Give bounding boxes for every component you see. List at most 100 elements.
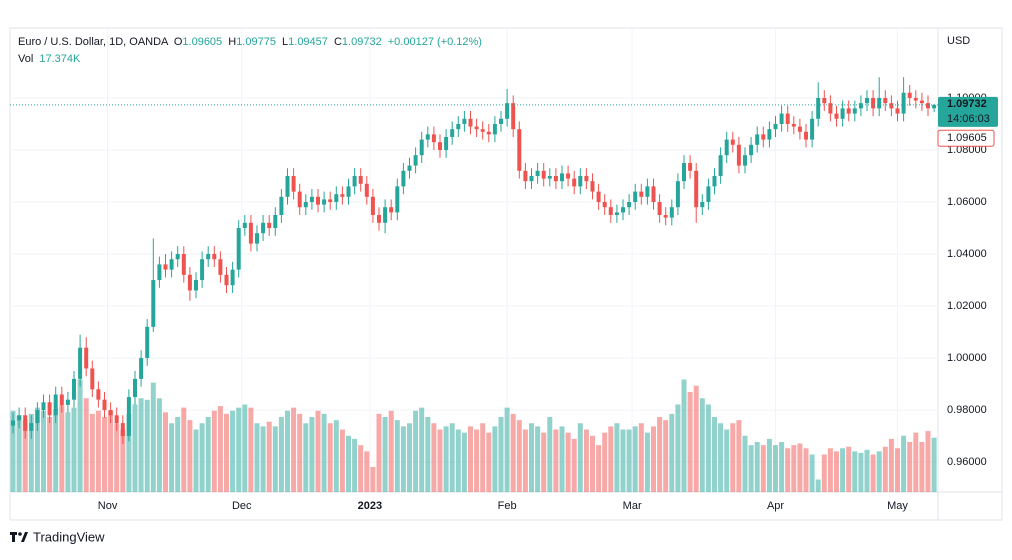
- volume-bar: [47, 417, 53, 492]
- volume-bar: [681, 379, 687, 492]
- candle-body: [797, 126, 802, 132]
- candle-body: [358, 175, 363, 184]
- candle-body: [47, 402, 52, 416]
- candle-body: [444, 136, 449, 150]
- candle-body: [608, 207, 613, 216]
- candle-body: [139, 358, 144, 379]
- volume-bar: [34, 407, 40, 492]
- volume-bar: [309, 417, 315, 492]
- candle-body: [804, 131, 808, 140]
- candle-body: [682, 162, 686, 182]
- legend-line: Euro / U.S. Dollar, 1D, OANDA O1.09605 H…: [18, 36, 482, 48]
- volume-bar: [217, 406, 223, 492]
- volume-bar: [455, 429, 461, 492]
- candle-body: [383, 207, 388, 223]
- volume-bar: [211, 410, 217, 492]
- volume-bar: [138, 398, 144, 492]
- volume-bar: [242, 404, 248, 492]
- candle-body: [181, 254, 186, 275]
- volume-bar: [638, 423, 644, 492]
- volume-bar: [468, 426, 473, 492]
- volume-bar: [632, 426, 638, 492]
- volume-bar: [83, 398, 89, 492]
- candle-body: [596, 191, 601, 202]
- volume-bar: [888, 438, 894, 492]
- volume-bar: [626, 429, 632, 492]
- x-tick-label: May: [887, 500, 908, 512]
- candle-body: [688, 162, 693, 171]
- volume-bar: [327, 423, 333, 492]
- candle-body: [834, 113, 839, 119]
- candle-body: [499, 118, 503, 124]
- ohlc-label: L: [282, 36, 288, 48]
- candle-body: [651, 186, 656, 202]
- candle-body: [261, 222, 266, 234]
- candle-body: [102, 399, 107, 411]
- candle-body: [578, 175, 583, 187]
- candle-body: [736, 144, 741, 166]
- volume-bar: [449, 423, 455, 492]
- volume-bar: [95, 410, 101, 492]
- candle-body: [462, 118, 467, 124]
- candle-body: [773, 123, 778, 130]
- candle-body: [724, 139, 729, 156]
- candle-body: [108, 410, 113, 416]
- volume-bar: [718, 423, 724, 492]
- volume-bar: [614, 423, 620, 492]
- volume-bar: [577, 423, 583, 492]
- y-tick-label: 1.00000: [947, 352, 987, 364]
- volume-bar: [175, 417, 181, 492]
- volume-bar: [236, 407, 242, 492]
- candle-body: [90, 368, 95, 390]
- candle-body: [883, 97, 888, 104]
- volume-bar: [590, 435, 595, 492]
- volume-bar: [278, 417, 284, 492]
- volume-bar: [821, 454, 827, 492]
- candle-body: [438, 142, 442, 150]
- candle-body: [547, 175, 552, 179]
- volume-bar: [766, 438, 772, 492]
- volume-bar: [413, 410, 419, 492]
- candle-body: [560, 173, 564, 182]
- volume-bar: [102, 417, 107, 492]
- candle-body: [913, 97, 918, 101]
- candle-body: [194, 280, 198, 291]
- candle-body: [828, 103, 833, 114]
- volume-bar: [571, 438, 577, 492]
- candle-body: [23, 415, 28, 431]
- volume-bar: [901, 435, 907, 492]
- candle-body: [169, 259, 174, 270]
- volume-bar: [364, 451, 370, 492]
- volume-bar: [644, 432, 650, 492]
- volume-bar: [169, 423, 175, 492]
- volume-bar: [474, 429, 480, 492]
- ohlc-label: C: [334, 36, 342, 48]
- candle-body: [316, 196, 320, 205]
- volume-bar: [388, 410, 394, 492]
- volume-bar: [535, 426, 541, 492]
- volume-bar: [315, 410, 321, 492]
- candle-body: [328, 199, 333, 202]
- volume-bar: [321, 413, 327, 492]
- volume-bar: [651, 426, 656, 492]
- volume-bar: [272, 426, 278, 492]
- candle-body: [755, 134, 760, 145]
- candle-body: [627, 202, 632, 208]
- candle-body: [712, 175, 717, 187]
- candle-body: [370, 196, 375, 216]
- volume-bar: [809, 454, 815, 492]
- candle-body: [871, 97, 876, 109]
- candle-body: [566, 173, 571, 179]
- candle-body: [468, 118, 473, 127]
- volume-bar: [480, 423, 486, 492]
- candle-body: [395, 186, 400, 213]
- volume-bar: [10, 410, 16, 492]
- candle-body: [255, 233, 259, 244]
- volume-bar: [297, 413, 303, 492]
- ohlc-value: 1.09732: [342, 36, 382, 48]
- candle-body: [431, 134, 436, 143]
- candle-body: [700, 202, 705, 208]
- volume-bar: [583, 429, 589, 492]
- volume-bar: [754, 442, 760, 492]
- volume-bar: [858, 452, 864, 492]
